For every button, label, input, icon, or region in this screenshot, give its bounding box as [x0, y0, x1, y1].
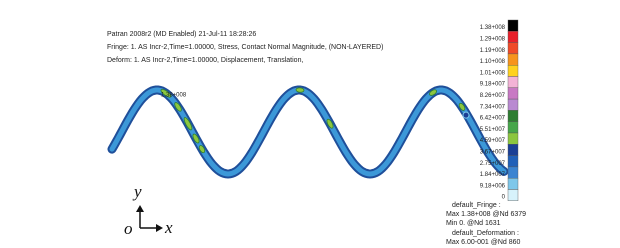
legend-label: 1.10+008 [480, 59, 506, 65]
legend-swatch [508, 122, 518, 133]
summary-line: Max 1.38+008 @Nd 6379 [446, 211, 526, 218]
header-line: Deform: 1. AS Incr-2,Time=1.00000, Displ… [107, 57, 303, 64]
summary-line: Max 6.00-001 @Nd 860 [446, 239, 521, 246]
legend-swatch [508, 31, 518, 42]
legend-swatch [508, 144, 518, 155]
legend-label: 9.18+006 [480, 183, 506, 189]
legend-swatch [508, 133, 518, 144]
legend-label: 6.42+007 [480, 116, 506, 122]
legend-label: 5.51+007 [480, 127, 506, 133]
viewport: Patran 2008r2 (MD Enabled) 21-Jul-11 18:… [0, 0, 620, 248]
background [0, 0, 620, 248]
legend-swatch [508, 99, 518, 110]
triad-label: o [124, 219, 133, 238]
header-line: Fringe: 1. AS Incr-2,Time=1.00000, Stres… [107, 44, 383, 51]
legend-swatch [508, 156, 518, 167]
legend-label: 1.01+008 [480, 70, 506, 76]
peak-label: 1.38+008 [161, 93, 187, 99]
triad-label: y [132, 182, 142, 201]
triad-label: x [164, 218, 173, 237]
legend-label: 1.29+008 [480, 37, 506, 43]
legend-label: 1.38+008 [480, 25, 506, 31]
legend-swatch [508, 54, 518, 65]
page: Patran 2008r2 (MD Enabled) 21-Jul-11 18:… [0, 0, 620, 248]
header-line: Patran 2008r2 (MD Enabled) 21-Jul-11 18:… [107, 31, 256, 38]
summary-line: Min 0. @Nd 1631 [446, 220, 501, 227]
legend-label: 1.84+007 [480, 172, 506, 178]
contact-zone [296, 88, 304, 93]
legend-swatch [508, 190, 518, 201]
legend-swatch [508, 77, 518, 88]
legend-swatch [508, 178, 518, 189]
legend-label: 4.59+007 [480, 138, 506, 144]
summary-line: default_Fringe : [452, 202, 501, 209]
contact-zone [463, 112, 469, 118]
legend-label: 1.19+008 [480, 48, 506, 54]
legend-label: 9.18+007 [480, 82, 506, 88]
legend-swatch [508, 110, 518, 121]
legend-swatch [508, 88, 518, 99]
summary-line: default_Deformation : [452, 230, 519, 237]
legend-label: 8.26+007 [480, 93, 506, 99]
legend-swatch [508, 20, 518, 31]
legend-swatch [508, 167, 518, 178]
legend-swatch [508, 65, 518, 76]
legend-label: 2.75+007 [480, 161, 506, 167]
legend-label: 3.67+007 [480, 150, 506, 156]
legend-label: 7.34+007 [480, 104, 506, 110]
legend-swatch [508, 43, 518, 54]
